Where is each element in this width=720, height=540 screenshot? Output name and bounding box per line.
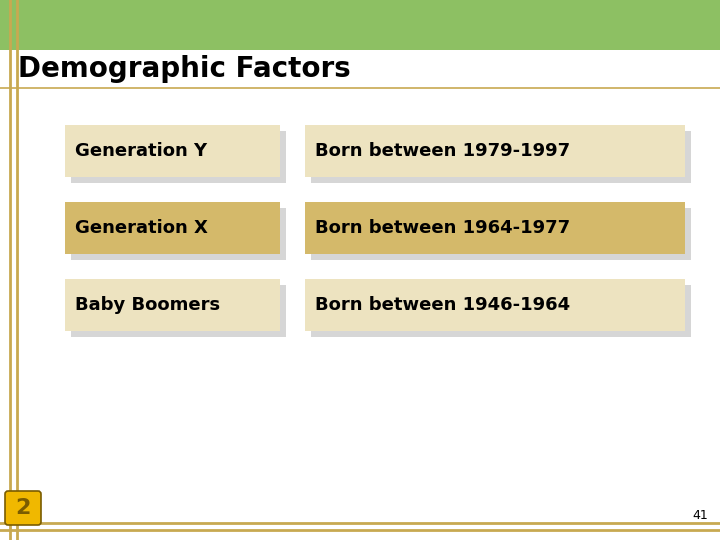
- Text: Generation X: Generation X: [75, 219, 208, 237]
- Bar: [65, 202, 280, 254]
- Bar: [305, 202, 685, 254]
- Text: Baby Boomers: Baby Boomers: [75, 296, 220, 314]
- Text: 2: 2: [15, 498, 31, 518]
- FancyBboxPatch shape: [5, 491, 41, 525]
- Bar: [305, 279, 685, 331]
- Bar: [311, 285, 691, 337]
- Text: Generation Y: Generation Y: [75, 142, 207, 160]
- Bar: [305, 125, 685, 177]
- Text: Born between 1964-1977: Born between 1964-1977: [315, 219, 570, 237]
- Bar: [65, 279, 280, 331]
- Bar: [0, 0, 720, 50]
- Text: 41: 41: [692, 509, 708, 522]
- Bar: [71, 285, 286, 337]
- Text: Born between 1979-1997: Born between 1979-1997: [315, 142, 570, 160]
- Text: Demographic Factors: Demographic Factors: [18, 55, 351, 83]
- Bar: [71, 131, 286, 183]
- Text: Born between 1946-1964: Born between 1946-1964: [315, 296, 570, 314]
- Bar: [311, 208, 691, 260]
- Bar: [65, 125, 280, 177]
- Bar: [71, 208, 286, 260]
- Bar: [311, 131, 691, 183]
